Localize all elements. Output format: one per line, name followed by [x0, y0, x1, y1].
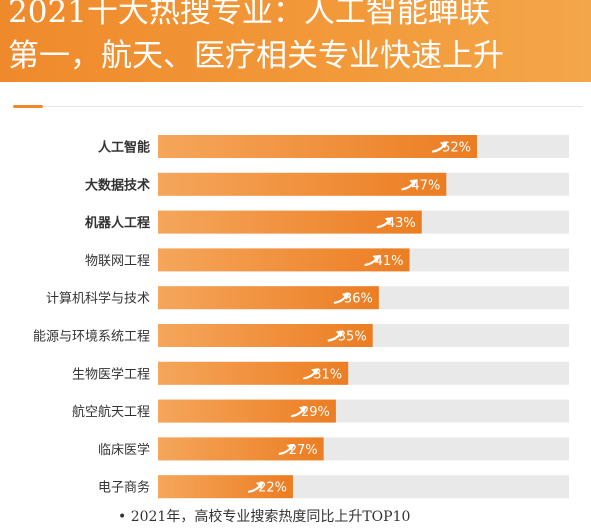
category-label: 机器人工程	[85, 215, 150, 231]
trend-up-arrowhead-icon	[341, 292, 350, 300]
value-label: 36%	[344, 292, 373, 307]
trend-up-arrowhead-icon	[255, 481, 264, 489]
trend-up-arrowhead-icon	[286, 443, 295, 451]
category-label: 临床医学	[98, 442, 150, 458]
bar	[158, 135, 477, 158]
value-label: 22%	[258, 481, 287, 496]
value-label: 31%	[313, 367, 342, 382]
bar	[158, 286, 379, 310]
bar	[158, 324, 373, 347]
category-label: 生物医学工程	[72, 366, 150, 382]
value-label: 27%	[289, 443, 318, 458]
bar	[158, 361, 349, 385]
category-label: 航空航天工程	[72, 404, 150, 420]
category-label: 电子商务	[98, 480, 150, 496]
bar	[158, 437, 324, 461]
chart-caption: • 2021年，高校专业搜索热度同比上升TOP10	[118, 509, 411, 525]
value-label: 43%	[387, 216, 416, 231]
bar	[158, 248, 410, 272]
bar	[158, 210, 422, 234]
trend-up-arrowhead-icon	[409, 179, 418, 187]
trend-up-arrowhead-icon	[439, 141, 448, 149]
category-label: 物联网工程	[85, 254, 150, 269]
title-banner: 2021十大热搜专业：人工智能蝉联 第一，航天、医疗相关专业快速上升	[0, 0, 591, 82]
title-line-2: 第一，航天、医疗相关专业快速上升	[8, 38, 504, 74]
bar	[158, 475, 293, 499]
value-label: 41%	[375, 254, 404, 269]
trend-up-arrowhead-icon	[384, 217, 393, 225]
trend-up-arrowhead-icon	[372, 254, 381, 262]
title-line-1: 2021十大热搜专业：人工智能蝉联	[8, 0, 490, 30]
bar	[158, 172, 447, 196]
value-label: 52%	[442, 141, 471, 156]
category-label: 大数据技术	[85, 177, 150, 193]
accent-divider	[13, 105, 43, 108]
trend-up-arrowhead-icon	[311, 368, 320, 376]
category-label: 计算机科学与技术	[46, 291, 150, 307]
separator-line	[43, 106, 583, 107]
category-label: 能源与环境系统工程	[33, 330, 150, 345]
value-label: 29%	[301, 405, 330, 420]
value-label: 35%	[338, 330, 367, 345]
value-label: 47%	[411, 178, 440, 193]
trend-up-arrowhead-icon	[298, 406, 307, 414]
category-label: 人工智能	[98, 140, 150, 156]
trend-up-arrowhead-icon	[335, 330, 344, 338]
